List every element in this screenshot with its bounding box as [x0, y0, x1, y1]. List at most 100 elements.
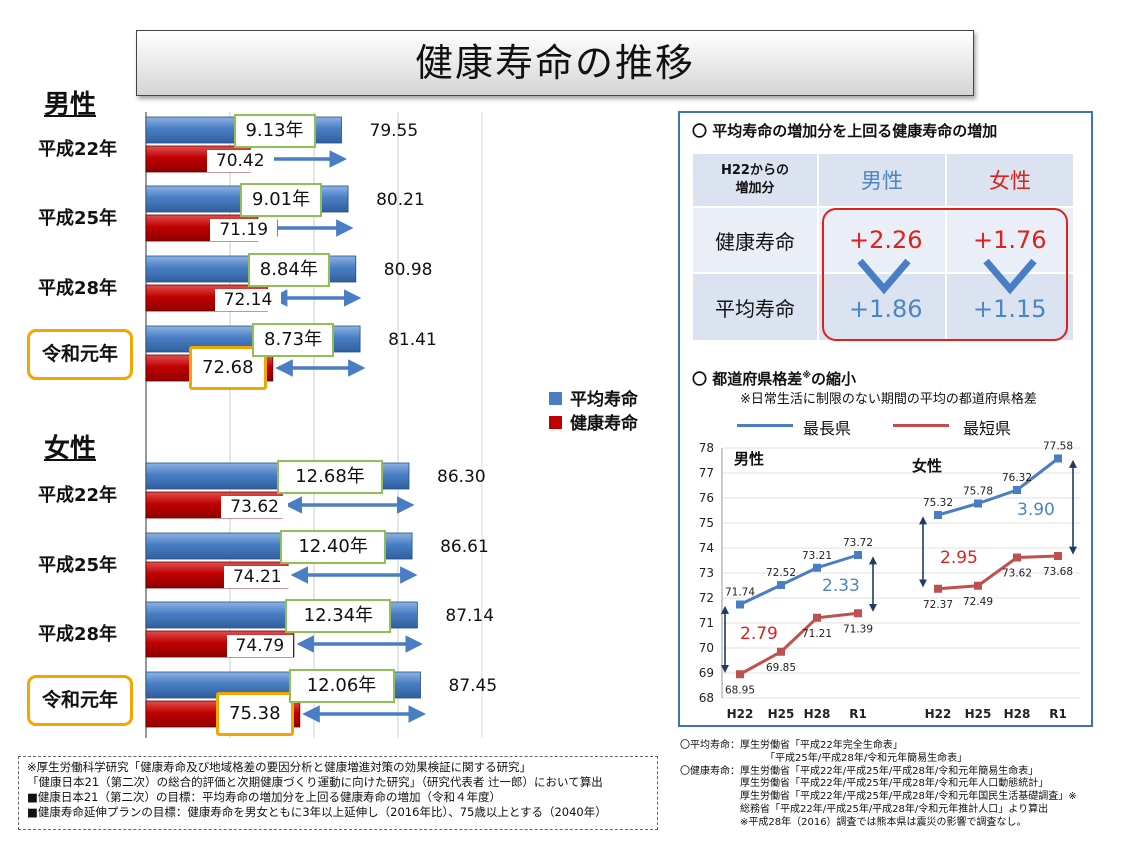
series-line [739, 553, 859, 606]
legend-avg-swatch [549, 392, 562, 405]
gap-value-box: 12.34年 [285, 599, 392, 633]
healthy-value-label: 74.21 [223, 566, 291, 588]
table-cell-healthy-female-bg [947, 208, 1073, 272]
y-tick-label: 68 [699, 691, 714, 705]
row-label: 平成22年 [38, 485, 118, 506]
greater-than-marks [857, 258, 1037, 295]
legend-shortest-line [893, 424, 949, 427]
y-tick-label: 71 [699, 616, 714, 630]
gap-value-box: 8.84年 [247, 253, 330, 287]
gap-value-box: 12.06年 [288, 669, 395, 703]
gap-value-box: 12.68年 [277, 460, 383, 494]
data-point [854, 609, 862, 618]
data-point [813, 563, 821, 572]
source-line: 厚生労働省「平成22年/平成25年/平成28年/令和元年人口動態統計」 [680, 778, 1049, 790]
healthy-male-increase: +2.26 [849, 226, 923, 254]
row-label-reiwa: 令和元年 [27, 675, 133, 726]
panel-heading-1: 〇 平均寿命の増加分を上回る健康寿命の増加 [692, 122, 998, 140]
row-label: 平成22年 [38, 139, 118, 160]
x-tick-label: H22 [727, 707, 754, 721]
page-title: 健康寿命の推移 [136, 30, 974, 96]
data-label: 69.85 [766, 662, 796, 674]
table-col-female: 女性 [947, 154, 1073, 206]
line-chart: 68 69 70 71 72 73 74 75 76 77 78 H22 H25 H28 R1 H22 H25 H… [699, 441, 1080, 721]
data-point [813, 613, 821, 622]
data-label: 71.74 [725, 587, 755, 599]
data-label: 73.72 [843, 537, 873, 549]
avg-value-label: 87.14 [445, 606, 495, 626]
source-notes: 〇平均寿命：厚生労働省「平成22年完全生命表」 「平成25年/平成28年/令和元… [680, 740, 1125, 830]
legend-healthy-swatch [549, 416, 562, 429]
healthy-female-increase: +1.76 [973, 226, 1047, 254]
source-line: ※平成28年（2016）調査では熊本県は震災の影響で調査なし。 [680, 816, 1027, 828]
source-line: 〇健康寿命：厚生労働省「平成22年/平成25年/平成28年/令和元年簡易生命表」 [680, 765, 1039, 777]
healthy-value-highlight: 75.38 [215, 692, 294, 736]
healthy-value-label: 70.42 [206, 150, 274, 172]
footnote-line: ■健康日本21（第二次）の目標：平均寿命の増加分を上回る健康寿命の増加（令和４年… [27, 790, 501, 804]
gap-value-box: 9.13年 [233, 114, 316, 148]
legend-shortest-label: 最短県 [963, 419, 1012, 438]
footnote-line: ※厚生労働科学研究「健康寿命及び地域格差の要因分析と健康増進対策の効果検証に関す… [27, 760, 532, 774]
panel-heading-2-text: 〇 都道府県格差 [692, 370, 803, 388]
y-tick-label: 76 [699, 491, 714, 505]
data-label: 72.37 [923, 599, 953, 611]
data-point [1013, 486, 1021, 494]
source-line: 〇平均寿命：厚生労働省「平成22年完全生命表」 [680, 740, 903, 751]
data-label: 73.62 [1002, 568, 1032, 580]
footnote-line: ■健康寿命延伸プランの目標：健康寿命を男女ともに3年以上延伸し（2016年比）、… [27, 805, 607, 819]
source-line: 総務省「平成22年/平成25年/平成28年/令和元年推計人口」より算出 [680, 803, 1049, 815]
data-point [1054, 454, 1062, 463]
y-tick-label: 73 [699, 566, 714, 580]
row-label: 平成25年 [38, 555, 118, 576]
avg-value-label: 86.30 [437, 467, 486, 487]
y-tick-label: 78 [699, 441, 714, 455]
series-line [937, 457, 1059, 517]
source-line: 厚生労働省「平成22年/平成25年/平成28年/令和元年国民生活基礎調査」※ [680, 791, 1077, 803]
legend-healthy-label: 健康寿命 [570, 414, 638, 434]
table-corner: H22からの 増加分 [693, 154, 817, 206]
row-label: 平成25年 [38, 208, 118, 229]
male-gap-start: 2.79 [740, 624, 778, 644]
line-female-label: 女性 [912, 457, 943, 475]
gap-value-box: 8.73年 [252, 323, 335, 357]
footnote-line: 「健康日本21（第二次）の総合的評価と次期健康づくり運動に向けた研究」（研究代表… [27, 775, 603, 789]
line-male-label: 男性 [734, 450, 765, 468]
source-line: 「平成25年/平成28年/令和元年簡易生命表」 [680, 752, 968, 764]
avg-value-label: 86.61 [440, 537, 489, 557]
table-row-healthy: 健康寿命 [693, 208, 817, 272]
y-tick-label: 72 [699, 591, 714, 605]
data-label: 71.21 [802, 628, 832, 640]
data-label: 76.32 [1002, 472, 1032, 484]
data-label: 77.58 [1043, 441, 1073, 453]
avg-value-label: 87.45 [448, 676, 498, 696]
x-tick-label: H25 [965, 707, 992, 721]
avg-value-label: 80.98 [383, 260, 433, 280]
data-point [974, 581, 982, 590]
data-point [934, 511, 942, 519]
x-tick-label: H28 [1004, 707, 1031, 721]
data-label: 75.78 [963, 486, 993, 498]
x-tick-label: H25 [768, 707, 795, 721]
x-tick-label: H22 [925, 707, 952, 721]
gap-value-box: 12.40年 [280, 530, 387, 564]
line-chart-series: 71.74 72.52 73.21 73.72 68.95 69.85 71.21 71.39… [721, 441, 1077, 696]
y-tick-label: 74 [699, 541, 714, 555]
panel-heading-2-sup: ※ [802, 371, 811, 381]
female-chevron-icon [983, 258, 1037, 295]
data-point [974, 499, 982, 508]
healthy-value-label: 74.79 [226, 635, 294, 657]
data-point [777, 647, 785, 656]
healthy-value-label: 72.14 [214, 289, 282, 311]
avg-male-increase: +1.86 [849, 295, 923, 323]
healthy-value-highlight: 72.68 [188, 346, 267, 390]
row-label: 平成28年 [38, 624, 118, 645]
avg-value-label: 81.41 [388, 330, 437, 350]
data-label: 73.21 [802, 550, 832, 562]
right-panel [678, 111, 1093, 727]
data-point [736, 670, 744, 679]
table-cell-healthy-male-bg [819, 208, 945, 272]
data-label: 72.49 [963, 596, 993, 608]
x-tick-label: R1 [849, 707, 867, 721]
data-point [1054, 552, 1062, 560]
data-label: 68.95 [725, 684, 755, 696]
